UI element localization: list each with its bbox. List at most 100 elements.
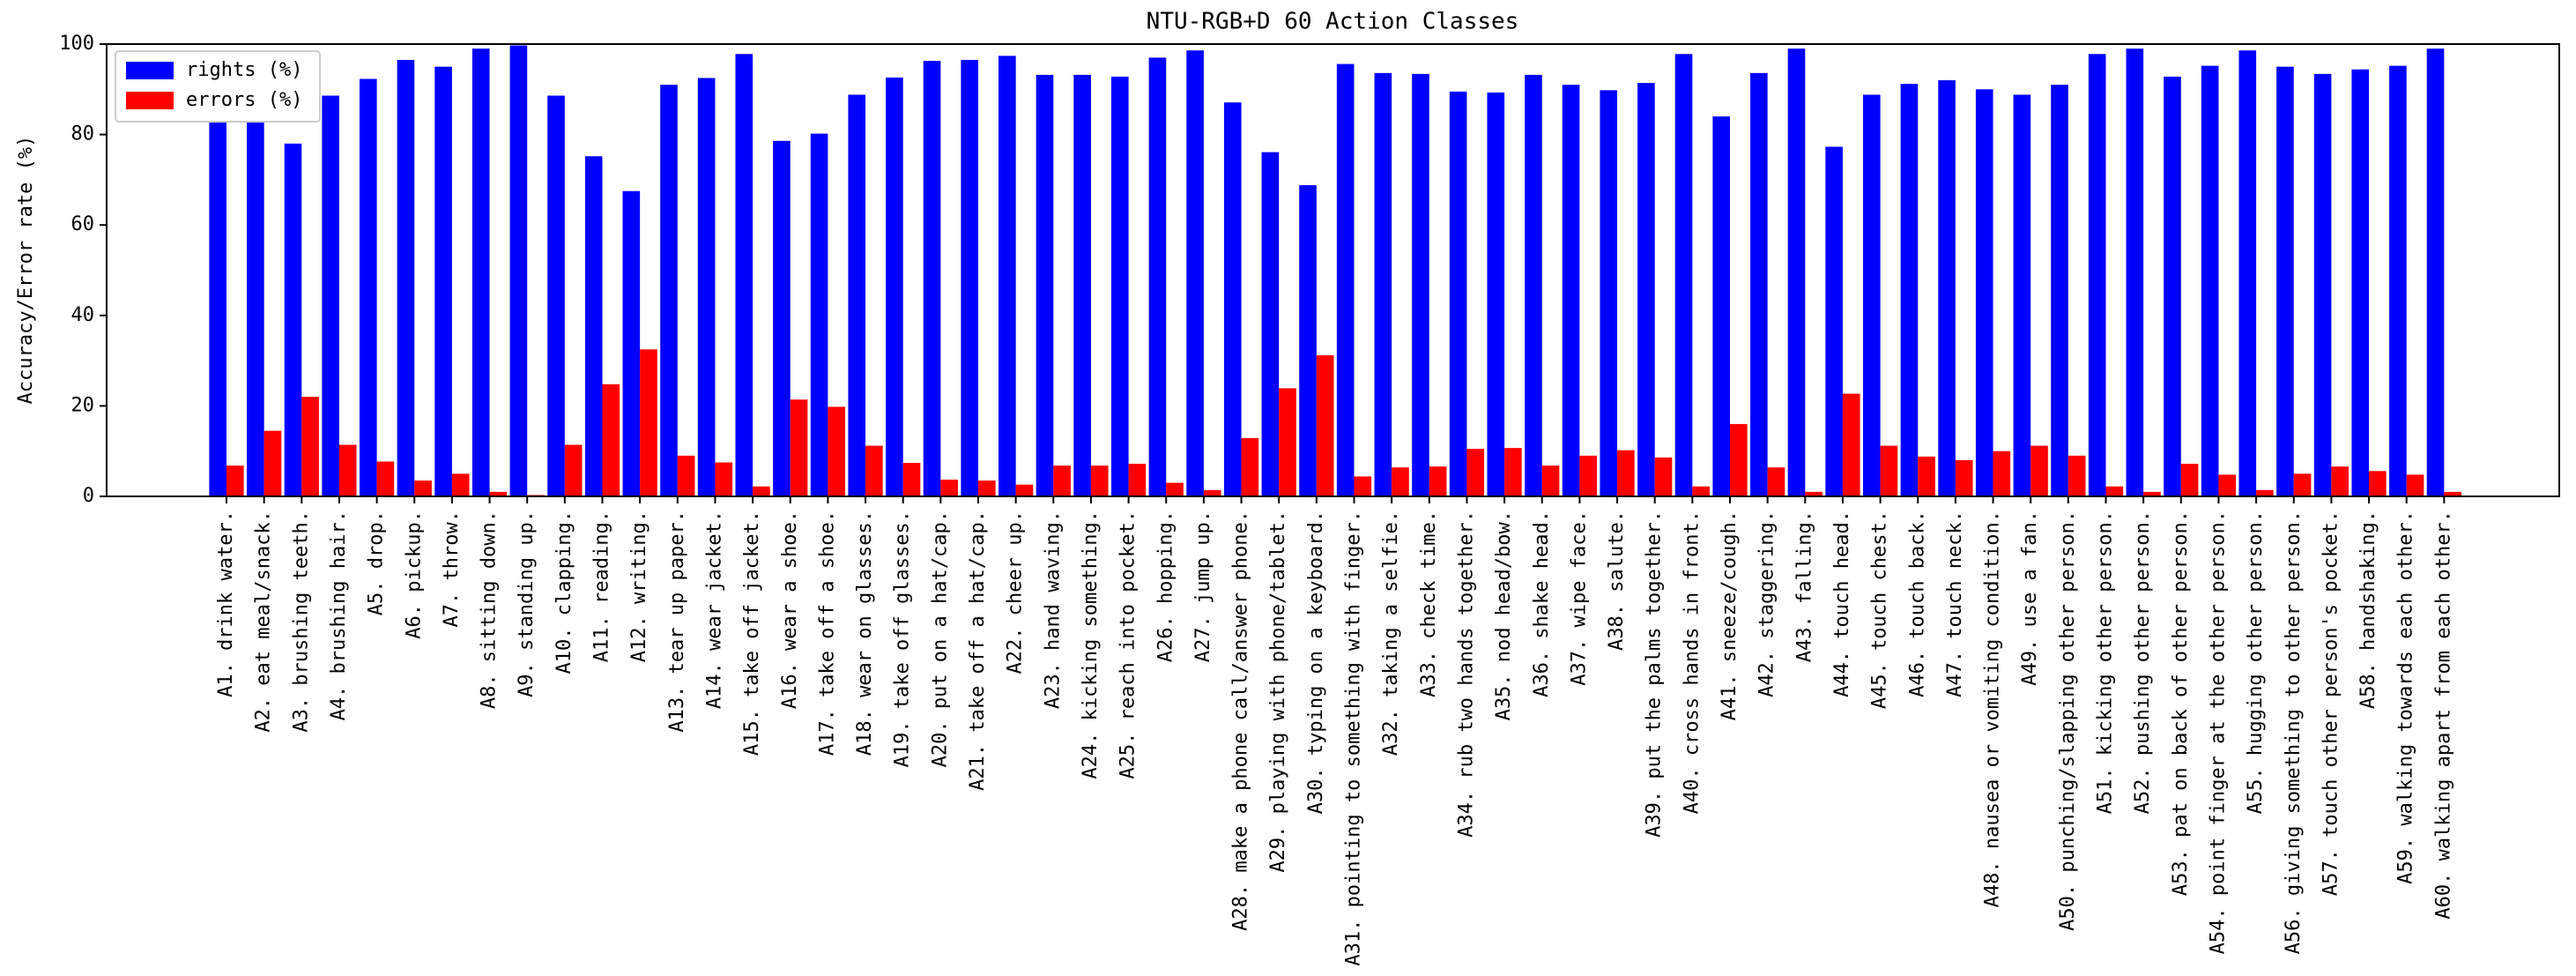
bar [828, 406, 846, 496]
bar [1015, 484, 1034, 496]
x-tick-label: A11. reading. [591, 510, 613, 662]
x-tick-label: A47. touch neck. [1944, 510, 1966, 697]
bar [1674, 54, 1693, 496]
bar [1955, 459, 1973, 496]
bar [2013, 94, 2031, 497]
x-tick-label: A28. make a phone call/answer phone. [1230, 510, 1252, 931]
x-tick-label: A26. hopping. [1154, 510, 1177, 662]
legend-swatch [126, 92, 174, 109]
bar [1541, 466, 1560, 496]
x-tick-label: A23. hand waving. [1042, 510, 1064, 709]
x-tick-label: A40. cross hands in front. [1681, 510, 1703, 814]
bar [622, 190, 641, 496]
x-tick-label: A48. nausea or vomiting condition. [1982, 510, 2004, 907]
x-tick-label: A15. take off jacket. [741, 510, 763, 756]
bar [1712, 116, 1730, 496]
x-tick-label: A21. take off a hat/cap. [967, 510, 989, 791]
bar [247, 109, 264, 496]
bar [1261, 152, 1280, 496]
bar [489, 491, 508, 496]
y-tick-label: 40 [71, 304, 95, 326]
bar [2164, 76, 2181, 496]
bar [1186, 50, 1204, 496]
bar [284, 143, 302, 497]
legend-swatch [126, 62, 174, 79]
bar [509, 45, 528, 496]
bar [790, 399, 808, 496]
bar [2331, 466, 2350, 496]
bar [1128, 464, 1147, 496]
bar [677, 455, 695, 496]
bar [414, 481, 432, 496]
x-tick-label: A22. cheer up. [1005, 510, 1027, 674]
x-tick-label: A27. jump up. [1192, 510, 1214, 662]
bar [1504, 448, 1522, 496]
x-tick-label: A16. wear a shoe. [779, 510, 801, 709]
x-tick-label: A25. reach into pocket. [1117, 510, 1140, 779]
bar [1525, 74, 1542, 496]
x-tick-label: A53. pat on back of other person. [2170, 510, 2192, 896]
bar [753, 486, 770, 496]
x-tick-label: A6. pickup. [403, 510, 425, 639]
bar [1110, 76, 1129, 496]
bar [602, 384, 620, 496]
x-tick-label: A31. pointing to something with finger. [1343, 510, 1365, 966]
bar [1449, 91, 1467, 497]
x-tick-label: A58. handshaking. [2357, 510, 2379, 709]
bar [1975, 89, 1993, 497]
bar [584, 156, 603, 496]
bar [697, 78, 716, 496]
bar [1750, 72, 1768, 496]
x-tick-label: A38. salute. [1606, 510, 1628, 651]
bar [434, 66, 452, 497]
bar [1223, 102, 1242, 496]
bar [1299, 185, 1317, 496]
bar [2406, 474, 2424, 496]
x-tick-label: A13. tear up paper. [666, 510, 688, 733]
x-tick-label: A29. playing with phone/tablet. [1267, 510, 1289, 873]
x-tick-label: A3. brushing teeth. [290, 510, 312, 733]
bar [1637, 83, 1655, 497]
x-tick-label: A19. take off glasses. [892, 510, 914, 767]
bar [1562, 85, 1580, 497]
x-tick-label: A43. falling. [1793, 510, 1815, 662]
bar [2313, 73, 2332, 496]
bar [998, 56, 1016, 496]
x-tick-label: A2. eat meal/snack. [253, 510, 275, 733]
bar [1825, 146, 1843, 497]
bar [2030, 445, 2048, 496]
bar [2126, 48, 2144, 496]
bar [660, 85, 678, 497]
bar [865, 445, 883, 496]
bar [1600, 90, 1618, 497]
bar [2218, 474, 2237, 496]
bar [902, 463, 921, 496]
bar [2444, 491, 2461, 496]
x-tick-label: A7. throw. [441, 510, 463, 627]
bar [1900, 84, 1919, 497]
bar [1767, 467, 1785, 496]
bar [2276, 66, 2294, 497]
bar [848, 94, 866, 497]
x-tick-label: A18. wear on glasses. [854, 510, 876, 756]
x-tick-label: A44. touch head. [1831, 510, 1853, 697]
y-tick-label: 100 [59, 33, 94, 55]
bar [564, 444, 583, 496]
bar [2238, 50, 2257, 496]
bar [1993, 451, 2011, 496]
bar [2105, 486, 2124, 496]
bar [2426, 48, 2445, 496]
chart-title: NTU-RGB+D 60 Action Classes [1147, 9, 1519, 35]
x-tick-label: A8. sitting down. [479, 510, 501, 709]
bar [2051, 85, 2068, 497]
x-tick-label: A39. put the palms together. [1644, 510, 1666, 838]
bar [1412, 73, 1429, 496]
bar [735, 54, 753, 496]
bar [715, 462, 733, 496]
bar [322, 95, 339, 497]
bar [1374, 72, 1392, 496]
bar [1730, 423, 1748, 496]
bar [376, 461, 395, 496]
bar [1279, 388, 1296, 496]
x-tick-label: A36. shake head. [1531, 510, 1553, 697]
